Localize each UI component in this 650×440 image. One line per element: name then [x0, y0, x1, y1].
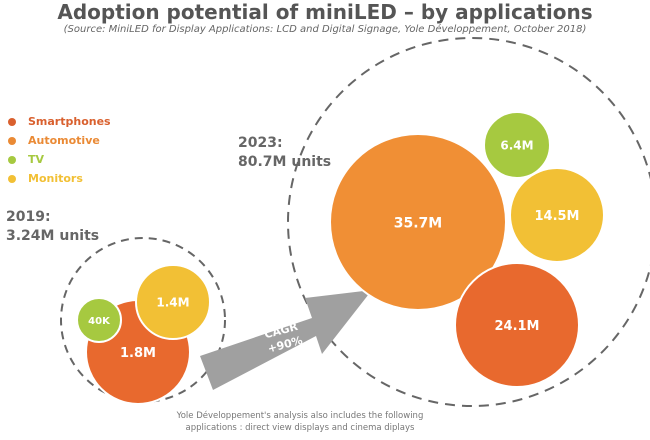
- bubble-label: 6.4M: [500, 139, 533, 153]
- legend-item-monitors: Monitors: [8, 169, 111, 188]
- bubble: [483, 111, 551, 179]
- legend-label: Smartphones: [28, 115, 111, 128]
- bubble: [76, 297, 122, 343]
- legend-label: Automotive: [28, 134, 100, 147]
- total-2023: 80.7M units: [238, 154, 332, 170]
- chart-subtitle: (Source: MiniLED for Display Application…: [63, 24, 587, 35]
- bubble: [135, 264, 211, 340]
- bubble-label: 35.7M: [394, 215, 442, 231]
- year-2023: 2023:: [238, 135, 283, 151]
- bubble-label: 40K: [88, 316, 111, 327]
- legend-swatch: [8, 136, 16, 145]
- label-2019: 2019: 3.24M units: [6, 208, 99, 246]
- label-2023: 2023: 80.7M units: [238, 134, 331, 172]
- legend-item-smartphones: Smartphones: [8, 112, 111, 131]
- bubble-label: 24.1M: [494, 319, 539, 334]
- year-2019: 2019:: [6, 209, 51, 225]
- legend-item-automotive: Automotive: [8, 131, 111, 150]
- legend-swatch: [8, 155, 16, 164]
- footnote: Yole Développement's analysis also inclu…: [150, 410, 450, 434]
- bubble-label: 1.8M: [120, 346, 156, 361]
- bubble-label: 14.5M: [534, 209, 579, 224]
- legend: Smartphones Automotive TV Monitors: [8, 112, 111, 188]
- footnote-line-2: applications : direct view displays and …: [185, 423, 415, 433]
- bubble-label: 1.4M: [156, 296, 189, 310]
- chart-title: Adoption potential of miniLED – by appli…: [57, 0, 593, 24]
- footnote-line-1: Yole Développement's analysis also inclu…: [176, 411, 424, 421]
- legend-label: TV: [28, 153, 45, 166]
- legend-item-tv: TV: [8, 150, 111, 169]
- legend-swatch: [8, 174, 16, 183]
- bubble: [329, 133, 507, 311]
- legend-swatch: [8, 117, 16, 126]
- legend-label: Monitors: [28, 172, 83, 185]
- cagr-arrow: [200, 290, 372, 390]
- bubble: [454, 262, 580, 388]
- total-2019: 3.24M units: [6, 228, 100, 244]
- bubble: [509, 167, 605, 263]
